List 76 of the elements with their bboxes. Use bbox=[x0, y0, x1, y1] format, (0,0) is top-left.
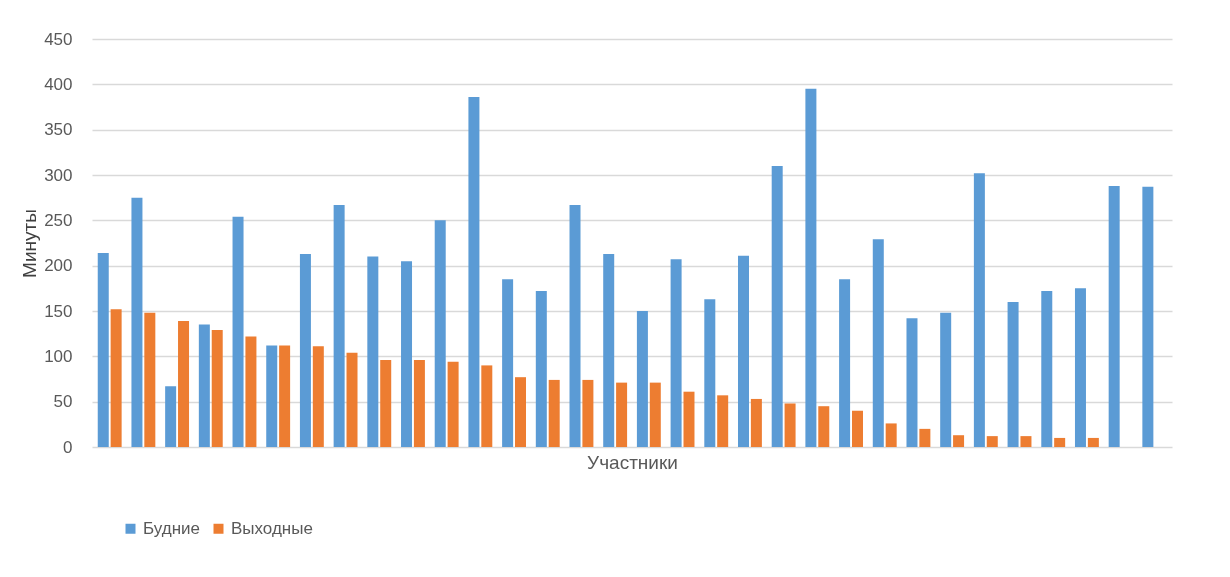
bar bbox=[1108, 185, 1120, 447]
bar bbox=[211, 330, 223, 447]
bar bbox=[312, 346, 324, 447]
bar bbox=[502, 279, 514, 447]
bar bbox=[1020, 436, 1032, 447]
x-axis-title: Участники bbox=[587, 451, 678, 473]
bar bbox=[178, 320, 190, 447]
legend-label: Выходные bbox=[231, 518, 313, 538]
bar bbox=[1054, 437, 1066, 447]
y-tick-label: 0 bbox=[63, 437, 73, 457]
bar bbox=[885, 423, 897, 447]
bar bbox=[468, 97, 480, 447]
bar bbox=[704, 299, 716, 447]
bar bbox=[548, 379, 560, 447]
bar bbox=[649, 382, 661, 447]
bar bbox=[973, 173, 985, 447]
y-tick-label: 300 bbox=[44, 165, 73, 185]
y-tick-label: 100 bbox=[44, 346, 73, 366]
bar bbox=[569, 204, 581, 447]
bar bbox=[784, 403, 796, 447]
legend-label: Будние bbox=[143, 518, 200, 538]
bar bbox=[616, 382, 628, 447]
bar bbox=[1087, 437, 1099, 447]
bar bbox=[110, 309, 122, 447]
bar bbox=[670, 259, 682, 447]
bar bbox=[818, 406, 830, 447]
bar bbox=[940, 312, 952, 447]
bar bbox=[333, 204, 345, 447]
bar bbox=[165, 386, 177, 447]
bar bbox=[367, 256, 379, 447]
bar bbox=[1007, 301, 1019, 447]
bar bbox=[1041, 291, 1053, 447]
bar bbox=[839, 279, 851, 447]
bar bbox=[299, 253, 311, 447]
bar bbox=[97, 252, 109, 447]
bar bbox=[717, 395, 729, 447]
bar bbox=[582, 379, 594, 447]
bar bbox=[750, 398, 762, 447]
bar bbox=[380, 359, 392, 447]
bar bbox=[683, 391, 695, 447]
bar bbox=[535, 291, 547, 447]
bar bbox=[805, 88, 817, 447]
y-tick-label: 350 bbox=[44, 120, 73, 140]
y-axis-title: Минуты bbox=[19, 209, 41, 278]
bar bbox=[279, 345, 291, 447]
bar bbox=[603, 253, 615, 447]
bar bbox=[266, 345, 278, 447]
bar bbox=[346, 352, 358, 447]
y-tick-label: 400 bbox=[44, 74, 73, 94]
bar bbox=[131, 197, 143, 447]
bar bbox=[771, 165, 783, 447]
bar bbox=[515, 377, 526, 447]
y-tick-label: 250 bbox=[44, 210, 73, 230]
y-tick-label: 450 bbox=[44, 29, 73, 49]
bar bbox=[636, 311, 648, 447]
bar bbox=[245, 336, 257, 447]
bar bbox=[872, 239, 884, 447]
bar bbox=[1074, 288, 1086, 447]
bar bbox=[401, 261, 413, 447]
bar bbox=[906, 318, 918, 447]
bar bbox=[1142, 186, 1154, 447]
bar bbox=[434, 220, 446, 447]
bar bbox=[481, 365, 493, 447]
bar bbox=[986, 436, 998, 447]
bar bbox=[738, 255, 749, 447]
bar bbox=[919, 428, 931, 447]
y-tick-label: 50 bbox=[53, 392, 73, 412]
y-tick-label: 200 bbox=[44, 256, 73, 276]
bar bbox=[232, 216, 244, 447]
y-tick-label: 150 bbox=[44, 301, 73, 321]
bar bbox=[413, 359, 425, 447]
bar bbox=[447, 361, 459, 447]
bar bbox=[198, 324, 210, 447]
bar bbox=[953, 435, 965, 447]
bar bbox=[144, 312, 156, 447]
bar bbox=[851, 410, 863, 447]
